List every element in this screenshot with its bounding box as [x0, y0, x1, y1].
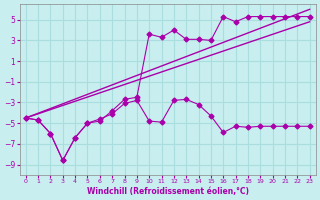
- X-axis label: Windchill (Refroidissement éolien,°C): Windchill (Refroidissement éolien,°C): [87, 187, 249, 196]
